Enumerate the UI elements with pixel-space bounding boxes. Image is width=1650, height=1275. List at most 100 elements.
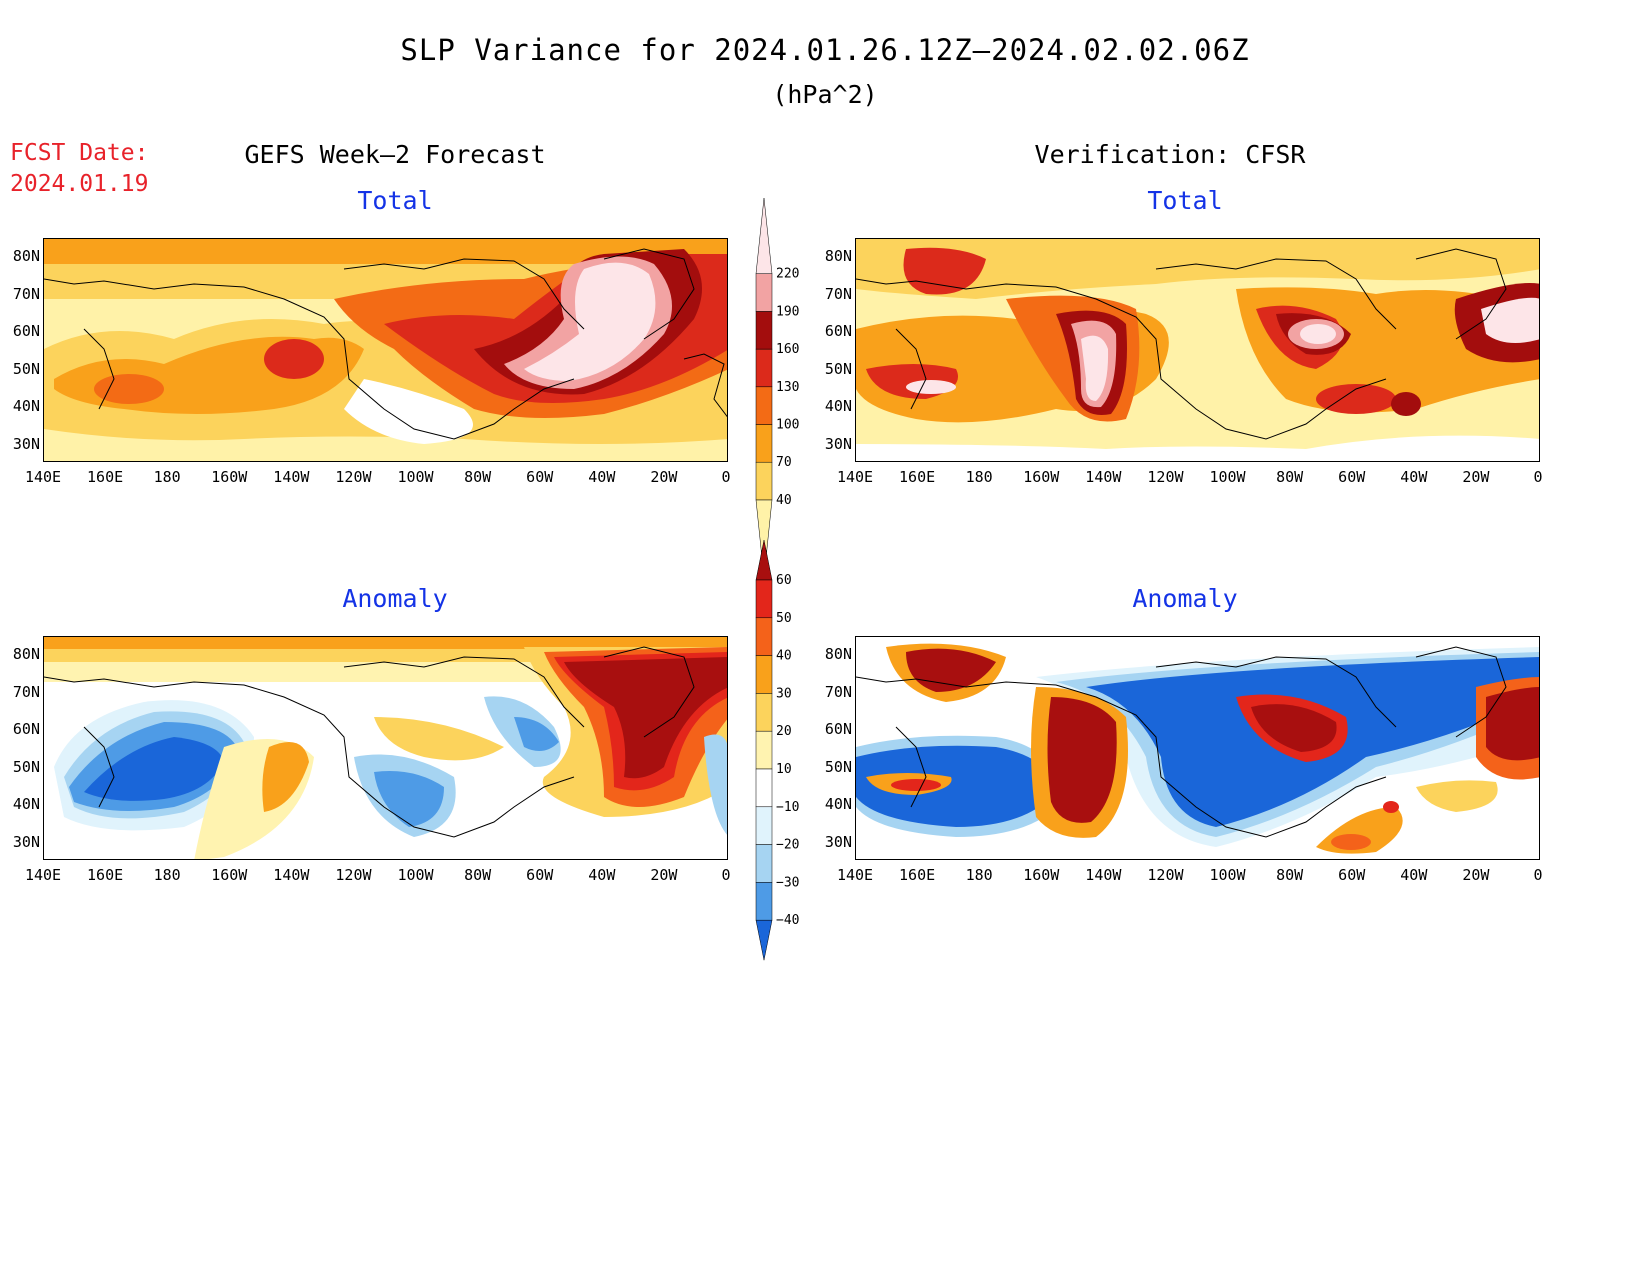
lon-tick-label: 40W [588, 866, 616, 884]
lon-tick-label: 60W [1338, 866, 1366, 884]
lon-tick-label: 140W [1085, 468, 1122, 486]
lon-tick-label: 140W [1085, 866, 1122, 884]
total-colorbar-label: 220 [776, 267, 799, 282]
lat-tick-label: 50N [824, 757, 852, 776]
anomaly-colorbar-label: −40 [776, 913, 799, 928]
lon-tick-label: 180 [965, 468, 993, 486]
lon-tick-label: 160E [87, 468, 124, 486]
anomaly-colorbar-label: 60 [776, 573, 792, 588]
lat-tick-label: 80N [12, 247, 40, 265]
total-colorbar-segment [755, 311, 773, 350]
cfsr-total-map [855, 238, 1540, 462]
lon-tick-label: 120W [335, 468, 372, 486]
lon-tick-label: 80W [464, 468, 492, 486]
forecast-date-heading: FCST Date: [10, 140, 149, 166]
lat-tick-label: 50N [824, 359, 852, 378]
lon-tick-label: 20W [1462, 468, 1490, 486]
lon-tick-label: 140W [273, 468, 310, 486]
lon-tick-label: 120W [1147, 468, 1184, 486]
anomaly-colorbar-segment [755, 579, 773, 619]
anomaly-colorbar-label: −20 [776, 838, 799, 853]
anomaly-colorbar-label: 40 [776, 649, 792, 664]
lat-tick-label: 60N [12, 720, 40, 738]
lon-tick-label: 100W [397, 866, 434, 884]
lat-tick-label: 60N [824, 720, 852, 738]
lon-tick-label: 160E [899, 468, 936, 486]
lon-tick-label: 20W [650, 468, 678, 486]
lat-tick-label: 30N [824, 434, 852, 453]
lon-tick-label: 180 [153, 866, 181, 884]
lat-tick-label: 30N [824, 832, 852, 851]
lat-tick-label: 30N [12, 434, 40, 453]
lon-tick-label: 60W [1338, 468, 1366, 486]
lon-tick-label: 40W [1400, 866, 1428, 884]
lat-tick-label: 80N [824, 247, 852, 265]
total-colorbar-segment [755, 461, 773, 501]
lon-tick-label: 40W [1400, 468, 1428, 486]
cfsr-anomaly-map [855, 636, 1540, 860]
total-colorbar-label: 160 [776, 342, 799, 357]
lon-tick-label: 0 [721, 866, 731, 884]
anomaly-colorbar-label: 20 [776, 724, 792, 739]
lon-tick-label: 20W [650, 866, 678, 884]
lon-tick-label: 140E [836, 468, 874, 486]
anomaly-colorbar-label: −10 [776, 800, 799, 815]
lat-tick-label: 50N [12, 757, 40, 776]
lon-tick-label: 140E [836, 866, 874, 884]
lon-tick-label: 60W [526, 866, 554, 884]
lon-tick-label: 100W [1209, 866, 1246, 884]
anomaly-colorbar-segment [755, 655, 773, 694]
lat-tick-label: 40N [824, 795, 852, 813]
total-colorbar-segment [755, 348, 773, 388]
lon-tick-label: 40W [588, 468, 616, 486]
total-colorbar-segment [755, 197, 773, 274]
lon-tick-label: 80W [1276, 468, 1304, 486]
lat-tick-label: 80N [12, 645, 40, 663]
figure-title: SLP Variance for 2024.01.26.12Z–2024.02.… [400, 33, 1250, 67]
cfsr-anomaly-title: Anomaly [1132, 584, 1238, 613]
anomaly-colorbar-label: −30 [776, 875, 799, 890]
lat-tick-label: 70N [824, 284, 852, 303]
cfsr-column-title: Verification: CFSR [1034, 140, 1306, 169]
lon-tick-label: 160W [1023, 866, 1060, 884]
anomaly-colorbar-label: 30 [776, 686, 792, 701]
anomaly-colorbar: 60 50 40 30 20 10 −10 −20 −30 −40 [755, 539, 816, 961]
lat-tick-label: 50N [12, 359, 40, 378]
lat-tick-label: 70N [12, 284, 40, 303]
lon-tick-label: 140E [24, 468, 62, 486]
gefs-total-title: Total [357, 186, 433, 215]
anomaly-colorbar-label: 50 [776, 611, 792, 626]
anomaly-colorbar-segment [755, 844, 773, 883]
total-colorbar: 40 70 100 130 160 190 220 [755, 197, 816, 578]
total-colorbar-label: 100 [776, 418, 799, 433]
lon-tick-label: 0 [1533, 468, 1543, 486]
total-colorbar-segment [755, 424, 773, 463]
total-colorbar-segment [755, 386, 773, 425]
total-colorbar-label: 40 [776, 493, 792, 508]
forecast-date-value: 2024.01.19 [10, 171, 149, 197]
lat-tick-label: 40N [12, 795, 40, 813]
lon-tick-label: 80W [464, 866, 492, 884]
lat-tick-label: 40N [824, 397, 852, 415]
gefs-anomaly-map [43, 636, 728, 860]
lon-tick-label: 20W [1462, 866, 1490, 884]
anomaly-colorbar-segment [755, 768, 773, 808]
lon-tick-label: 160E [87, 866, 124, 884]
gefs-total-map [43, 238, 728, 462]
anomaly-colorbar-label: 10 [776, 762, 792, 777]
total-colorbar-label: 70 [776, 455, 792, 470]
lat-tick-label: 30N [12, 832, 40, 851]
lon-tick-label: 160W [211, 468, 248, 486]
lon-tick-label: 120W [335, 866, 372, 884]
forecast-date-label: FCST Date: 2024.01.19 [10, 138, 148, 200]
lat-tick-label: 70N [12, 682, 40, 701]
anomaly-colorbar-segment [755, 806, 773, 845]
anomaly-colorbar-segment [755, 539, 773, 581]
anomaly-colorbar-segment [755, 919, 773, 961]
cfsr-total-title: Total [1147, 186, 1223, 215]
lon-tick-label: 0 [721, 468, 731, 486]
lat-tick-label: 70N [824, 682, 852, 701]
lon-tick-label: 180 [153, 468, 181, 486]
gefs-column-title: GEFS Week–2 Forecast [244, 140, 546, 169]
lon-tick-label: 100W [1209, 468, 1246, 486]
